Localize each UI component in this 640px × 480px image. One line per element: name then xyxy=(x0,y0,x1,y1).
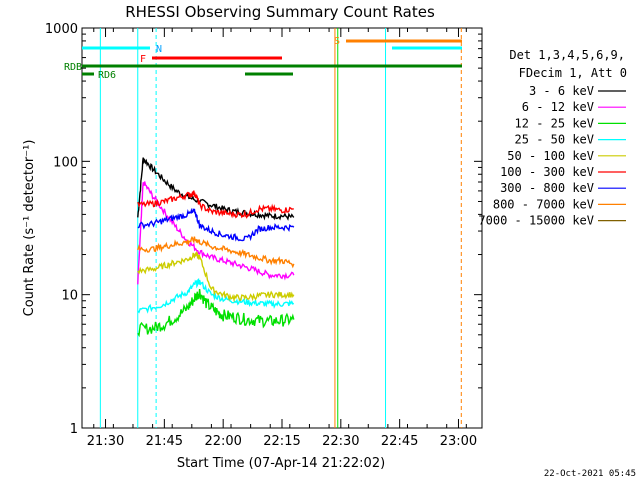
legend-label: 300 - 800 keV xyxy=(500,181,594,195)
legend-label: 800 - 7000 keV xyxy=(493,197,594,211)
y-tick-label: 1 xyxy=(70,422,78,437)
x-axis-label: Start Time (07-Apr-14 21:22:02) xyxy=(177,456,385,471)
timestamp: 22-Oct-2021 05:45 xyxy=(544,469,636,479)
legend-label: 25 - 50 keV xyxy=(515,133,594,147)
series-line xyxy=(137,190,294,219)
x-tick-label: 21:45 xyxy=(146,434,183,449)
y-tick-label: 10 xyxy=(61,289,78,304)
x-tick-label: 22:15 xyxy=(263,434,300,449)
series-line xyxy=(137,236,295,269)
y-axis-label: Count Rate (s⁻¹ detector⁻¹) xyxy=(22,140,37,317)
series-line xyxy=(137,289,295,338)
y-tick-label: 100 xyxy=(53,155,78,170)
series-line xyxy=(137,181,295,285)
series-line xyxy=(137,250,295,303)
legend-label: 3 - 6 keV xyxy=(529,84,594,98)
x-tick-label: 21:30 xyxy=(87,434,124,449)
legend-label: 100 - 300 keV xyxy=(500,165,594,179)
legend: 3 - 6 keV 6 - 12 keV 12 - 25 keV 25 - 50 ke… xyxy=(478,84,626,228)
series-line xyxy=(137,278,295,314)
flag-label-s: S xyxy=(334,36,340,47)
flag-label-rdb: RDB xyxy=(64,62,82,73)
y-tick-label: 1000 xyxy=(45,22,78,37)
legend-label: 12 - 25 keV xyxy=(515,116,594,130)
legend-label: 50 - 100 keV xyxy=(507,149,594,163)
legend-header-line1: Det 1,3,4,5,6,9, xyxy=(509,48,625,62)
legend-header-line2: FDecim 1, Att 0 xyxy=(519,66,627,80)
chart-title: RHESSI Observing Summary Count Rates xyxy=(125,3,435,21)
flag-label-rd6: RD6 xyxy=(98,70,116,81)
plot-area: 1 10 100 1000 21:30 21:45 22:00 22:15 22:30 22:45… xyxy=(45,22,483,449)
legend-label: 7000 - 15000 keV xyxy=(478,214,594,228)
x-tick-label: 22:30 xyxy=(322,434,359,449)
flag-label-n: N xyxy=(156,44,162,55)
x-tick-label: 23:00 xyxy=(440,434,477,449)
x-tick-label: 22:45 xyxy=(381,434,418,449)
series-line xyxy=(137,157,295,221)
flag-label-f: F xyxy=(140,54,146,65)
series-line xyxy=(137,207,295,242)
x-tick-label: 22:00 xyxy=(204,434,241,449)
legend-label: 6 - 12 keV xyxy=(522,100,594,114)
